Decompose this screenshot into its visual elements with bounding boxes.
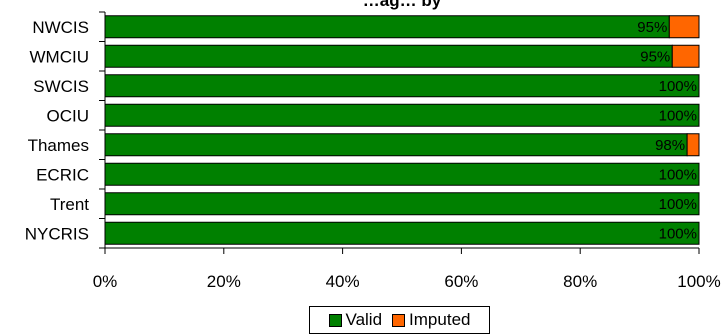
bar-imputed-nwcis	[668, 15, 700, 39]
data-label-swcis: 100%	[659, 78, 697, 95]
legend-swatch-valid	[328, 313, 342, 327]
category-label-ociu: OCIU	[47, 106, 90, 125]
data-label-nwcis: 95%	[637, 19, 667, 36]
legend: Valid Imputed	[309, 306, 490, 334]
bar-valid-ecric	[104, 162, 700, 186]
bar-imputed-wmciu	[671, 44, 700, 68]
x-tick-label: 20%	[207, 272, 241, 291]
legend-swatch-imputed	[392, 313, 406, 327]
category-label-trent: Trent	[50, 195, 89, 214]
legend-item-imputed: Imputed	[392, 310, 470, 330]
x-tick-labels: 0% 20% 40% 60% 80% 100%	[93, 272, 721, 291]
bar-valid-nycris	[104, 221, 700, 245]
bars-group	[104, 15, 700, 245]
data-label-ociu: 100%	[659, 107, 697, 124]
data-label-nycris: 100%	[659, 225, 697, 242]
data-label-wmciu: 95%	[640, 48, 670, 65]
data-label-ecric: 100%	[659, 166, 697, 183]
legend-label-imputed: Imputed	[409, 310, 471, 329]
legend-label-valid: Valid	[345, 310, 383, 329]
chart-title: …ag… by	[363, 0, 442, 10]
data-label-trent: 100%	[659, 196, 697, 213]
category-label-thames: Thames	[28, 136, 89, 155]
bar-valid-trent	[104, 192, 700, 216]
data-labels: 95% 95% 100% 100% 98% 100% 100% 100%	[637, 19, 697, 243]
category-label-ecric: ECRIC	[36, 165, 89, 184]
category-labels: NWCIS WMCIU SWCIS OCIU Thames ECRIC Trent NYCRI…	[25, 18, 90, 244]
x-tick-label: 60%	[444, 272, 478, 291]
bar-valid-ociu	[104, 103, 700, 127]
bar-valid-wmciu	[104, 44, 673, 68]
x-tick-label: 0%	[93, 272, 118, 291]
x-tick-label: 80%	[563, 272, 597, 291]
bar-valid-swcis	[104, 74, 700, 98]
data-label-thames: 98%	[655, 137, 685, 154]
x-tick-label: 40%	[326, 272, 360, 291]
bar-valid-nwcis	[104, 15, 670, 39]
bar-valid-thames	[104, 133, 688, 157]
category-label-nwcis: NWCIS	[32, 18, 89, 37]
x-tick-label: 100%	[677, 272, 720, 291]
category-label-nycris: NYCRIS	[25, 224, 89, 243]
category-label-swcis: SWCIS	[33, 77, 89, 96]
bar-imputed-thames	[686, 133, 700, 157]
category-label-wmciu: WMCIU	[30, 47, 89, 66]
axes	[99, 11, 700, 254]
legend-item-valid: Valid	[328, 310, 383, 330]
